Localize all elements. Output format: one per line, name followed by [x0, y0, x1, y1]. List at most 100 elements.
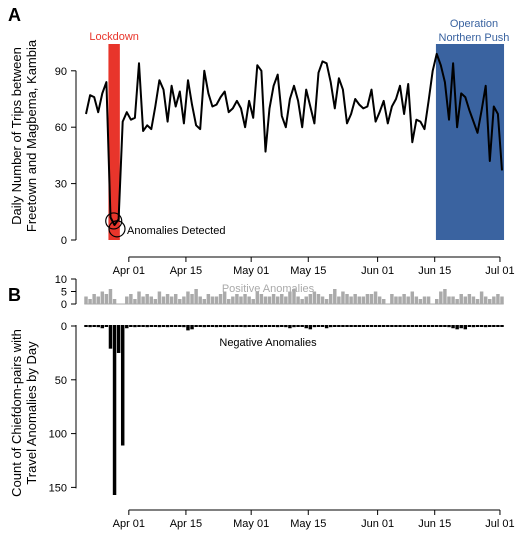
negative-bar-86	[435, 325, 439, 327]
negative-bar-55	[308, 325, 313, 330]
positive-bar-87	[439, 291, 443, 304]
positive-bar-92	[459, 294, 463, 304]
negative-bar-40	[247, 325, 251, 327]
positive-bar-0	[84, 296, 88, 304]
negative-bar-83	[422, 325, 427, 327]
panel-b-x-tick-label-6: Jul 01	[485, 518, 514, 530]
negative-bar-64	[345, 325, 349, 327]
positive-bar-48	[280, 294, 284, 304]
positive-bar-66	[353, 294, 357, 304]
negative-bar-74	[386, 325, 390, 327]
negative-bar-35	[227, 325, 231, 327]
positive-bar-18	[157, 291, 162, 304]
negative-bar-59	[324, 325, 329, 329]
highlight-region-1	[435, 44, 505, 240]
negative-bar-14	[141, 325, 145, 327]
positive-bar-17	[153, 299, 158, 304]
negative-bar-71	[373, 325, 378, 327]
panel-b-x-tick-label-2: May 01	[233, 518, 269, 530]
negative-bar-46	[271, 325, 276, 327]
negative-bar-92	[459, 325, 463, 329]
anomaly-circle-1	[105, 212, 123, 230]
positive-bar-16	[149, 296, 153, 304]
positive-bar-90	[451, 296, 455, 304]
positive-bar-49	[284, 296, 288, 304]
negative-bar-34	[222, 325, 227, 328]
positive-bar-101	[496, 294, 500, 304]
negative-bar-90	[451, 325, 455, 329]
positive-bar-56	[312, 291, 317, 304]
negative-anomalies-label: Negative Anomalies	[219, 337, 317, 349]
panel-b-y-label-line-1: Travel Anomalies by Day	[24, 341, 39, 485]
positive-bar-83	[422, 296, 427, 304]
negative-bar-3	[96, 325, 100, 328]
positive-bar-89	[447, 296, 451, 304]
negative-bar-13	[137, 325, 141, 327]
negative-bar-76	[394, 325, 398, 327]
panel-a-y-label-line-1: Freetown and Magbema, Kambia	[24, 39, 39, 232]
negative-bar-27	[194, 325, 198, 327]
positive-bar-6	[108, 289, 113, 304]
panel-b-x-tick-label-0: Apr 01	[113, 518, 145, 530]
negative-bar-56	[312, 325, 317, 328]
negative-bar-10	[125, 325, 129, 329]
positive-bar-12	[133, 299, 137, 304]
negative-bar-97	[479, 325, 484, 327]
panel-a-label: A	[8, 5, 21, 25]
positive-bar-91	[455, 299, 459, 304]
negative-bar-47	[275, 325, 280, 328]
positive-bar-93	[463, 296, 468, 304]
positive-bar-63	[341, 291, 345, 304]
negative-bar-25	[186, 325, 190, 331]
negative-bar-39	[243, 325, 247, 328]
positive-bar-7	[112, 299, 117, 304]
positive-bar-60	[328, 294, 333, 304]
positive-bar-20	[165, 294, 170, 304]
panel-b-neg-y-tick-label-0: 0	[61, 321, 67, 333]
negative-bar-93	[463, 325, 468, 330]
positive-bar-78	[402, 294, 406, 304]
positive-bar-81	[414, 296, 419, 304]
positive-bar-70	[369, 294, 374, 304]
panel-a: Lockdown Operation Northern Push 0 30 60 90 Apr…	[9, 18, 515, 277]
negative-bar-70	[369, 325, 374, 327]
panel-a-x-tick-label-0: Apr 01	[113, 265, 145, 277]
panel-a-x-tick-label-5: Jun 15	[418, 265, 451, 277]
negative-bar-16	[149, 325, 153, 327]
negative-bar-17	[153, 325, 158, 327]
negative-bar-45	[267, 325, 272, 327]
positive-bar-1	[88, 299, 92, 304]
panel-b-x-tick-label-5: Jun 15	[418, 518, 451, 530]
positive-bar-98	[483, 296, 488, 304]
negative-bar-98	[483, 325, 488, 328]
positive-bar-46	[271, 294, 276, 304]
positive-bar-88	[443, 289, 447, 304]
positive-bar-2	[92, 294, 96, 304]
negative-bar-82	[418, 325, 423, 327]
positive-bar-84	[426, 296, 431, 304]
negative-bar-72	[377, 325, 382, 327]
positive-bar-23	[178, 299, 182, 304]
trips-line	[85, 52, 503, 226]
negative-bar-62	[337, 325, 341, 327]
negative-bar-43	[259, 325, 264, 328]
highlight-label-0: Lockdown	[89, 31, 139, 43]
panel-a-x-tick-label-6: Jul 01	[485, 265, 514, 277]
negative-bar-31	[210, 325, 215, 327]
panel-b-label: B	[8, 285, 21, 305]
positive-bar-59	[324, 299, 329, 304]
negative-bar-85	[430, 325, 435, 327]
positive-bar-30	[206, 294, 211, 304]
positive-bar-51	[292, 289, 296, 304]
highlight-region-0	[108, 44, 120, 240]
negative-bar-77	[398, 325, 402, 327]
panel-a-y-tick-label-2: 60	[55, 122, 67, 134]
negative-bar-18	[157, 325, 162, 328]
positive-bar-71	[373, 291, 378, 304]
negative-bar-6	[108, 325, 113, 349]
positive-bar-99	[488, 299, 492, 304]
negative-bar-80	[410, 325, 415, 327]
positive-bar-69	[365, 294, 370, 304]
negative-bar-63	[341, 325, 345, 327]
